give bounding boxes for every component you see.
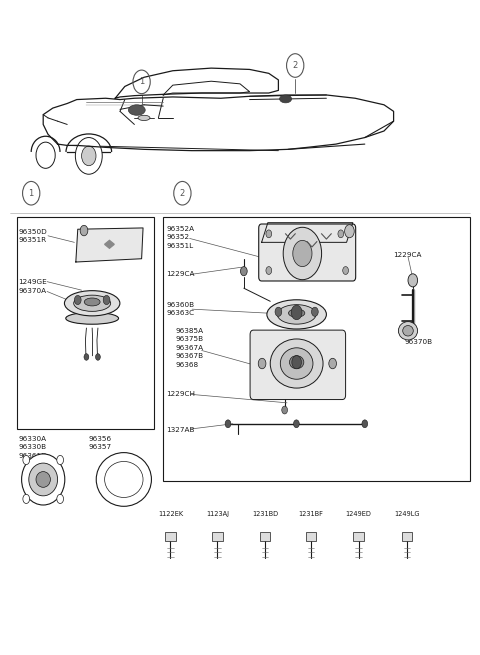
Ellipse shape: [73, 295, 110, 311]
Ellipse shape: [64, 291, 120, 316]
Bar: [212, 532, 223, 541]
Circle shape: [266, 267, 272, 274]
Text: 96375B: 96375B: [175, 336, 204, 343]
Circle shape: [266, 230, 272, 238]
Circle shape: [36, 142, 55, 168]
Text: 1: 1: [29, 189, 34, 198]
Ellipse shape: [29, 463, 58, 496]
Ellipse shape: [36, 472, 50, 487]
Text: 96360B: 96360B: [167, 301, 195, 308]
Text: 96367B: 96367B: [175, 353, 204, 360]
Circle shape: [293, 420, 300, 428]
Circle shape: [292, 356, 301, 369]
Polygon shape: [76, 228, 143, 262]
Bar: [306, 532, 316, 541]
Text: 2: 2: [293, 61, 298, 70]
Bar: [17, 217, 154, 429]
Text: 96356: 96356: [89, 436, 112, 442]
Circle shape: [23, 455, 30, 464]
Text: 96363C: 96363C: [167, 310, 195, 316]
Circle shape: [329, 358, 336, 369]
Text: 96367A: 96367A: [175, 345, 204, 351]
Circle shape: [82, 146, 96, 166]
Bar: [402, 532, 412, 541]
Text: 96370B: 96370B: [404, 339, 432, 345]
Text: 1249ED: 1249ED: [346, 511, 372, 517]
Text: 1229CH: 1229CH: [167, 391, 195, 398]
Text: 96351R: 96351R: [18, 236, 47, 243]
Text: 96370A: 96370A: [18, 288, 47, 295]
Text: 96357: 96357: [89, 444, 112, 451]
Ellipse shape: [270, 339, 323, 388]
Ellipse shape: [403, 326, 413, 336]
Circle shape: [312, 307, 318, 316]
Text: 1249LG: 1249LG: [394, 511, 420, 517]
Ellipse shape: [128, 105, 145, 115]
Text: 1123AJ: 1123AJ: [206, 511, 229, 517]
Ellipse shape: [280, 348, 313, 379]
Text: 1327AB: 1327AB: [167, 427, 195, 434]
Text: 1122EK: 1122EK: [158, 511, 183, 517]
Text: 1231BF: 1231BF: [299, 511, 324, 517]
Text: 96368: 96368: [175, 362, 198, 368]
Circle shape: [282, 406, 288, 414]
Text: 96361D: 96361D: [18, 453, 47, 459]
Circle shape: [84, 354, 89, 360]
Circle shape: [345, 225, 354, 238]
Circle shape: [57, 495, 63, 504]
Ellipse shape: [289, 356, 304, 369]
Circle shape: [258, 358, 266, 369]
Bar: [260, 532, 270, 541]
Circle shape: [75, 138, 102, 174]
Text: 96330A: 96330A: [18, 436, 47, 442]
Bar: [165, 532, 176, 541]
Bar: [353, 532, 364, 541]
Ellipse shape: [138, 115, 150, 121]
Circle shape: [338, 230, 344, 238]
Circle shape: [283, 227, 322, 280]
Circle shape: [240, 267, 247, 276]
FancyBboxPatch shape: [250, 330, 346, 400]
Text: 96351L: 96351L: [167, 242, 194, 249]
Text: 1249GE: 1249GE: [18, 278, 47, 285]
Text: 96352A: 96352A: [167, 225, 195, 232]
Polygon shape: [105, 240, 114, 248]
Ellipse shape: [398, 322, 418, 340]
Circle shape: [74, 295, 81, 305]
Ellipse shape: [105, 461, 143, 498]
Circle shape: [362, 420, 368, 428]
Ellipse shape: [277, 305, 316, 324]
Text: 1229CA: 1229CA: [167, 271, 195, 278]
Text: 2: 2: [180, 189, 185, 198]
Ellipse shape: [66, 312, 119, 324]
Text: 96350D: 96350D: [18, 229, 47, 235]
Circle shape: [275, 307, 282, 316]
Text: 1: 1: [139, 77, 144, 86]
Circle shape: [57, 455, 63, 464]
Ellipse shape: [22, 454, 65, 505]
Circle shape: [103, 295, 110, 305]
Text: 96352: 96352: [167, 234, 190, 240]
Circle shape: [408, 274, 418, 287]
Bar: [163, 217, 470, 481]
Ellipse shape: [96, 453, 152, 506]
Ellipse shape: [288, 309, 305, 317]
Ellipse shape: [84, 298, 100, 306]
Circle shape: [23, 495, 30, 504]
Circle shape: [96, 354, 100, 360]
Circle shape: [225, 420, 231, 428]
Circle shape: [293, 240, 312, 267]
Polygon shape: [262, 223, 353, 242]
Circle shape: [291, 305, 302, 320]
Ellipse shape: [279, 95, 291, 103]
Text: 1229CA: 1229CA: [394, 252, 422, 259]
Ellipse shape: [267, 300, 326, 329]
Circle shape: [343, 267, 348, 274]
Text: 96330B: 96330B: [18, 444, 47, 451]
FancyBboxPatch shape: [259, 224, 356, 281]
Circle shape: [80, 225, 88, 236]
Text: 96385A: 96385A: [175, 328, 204, 334]
Text: 1231BD: 1231BD: [252, 511, 278, 517]
